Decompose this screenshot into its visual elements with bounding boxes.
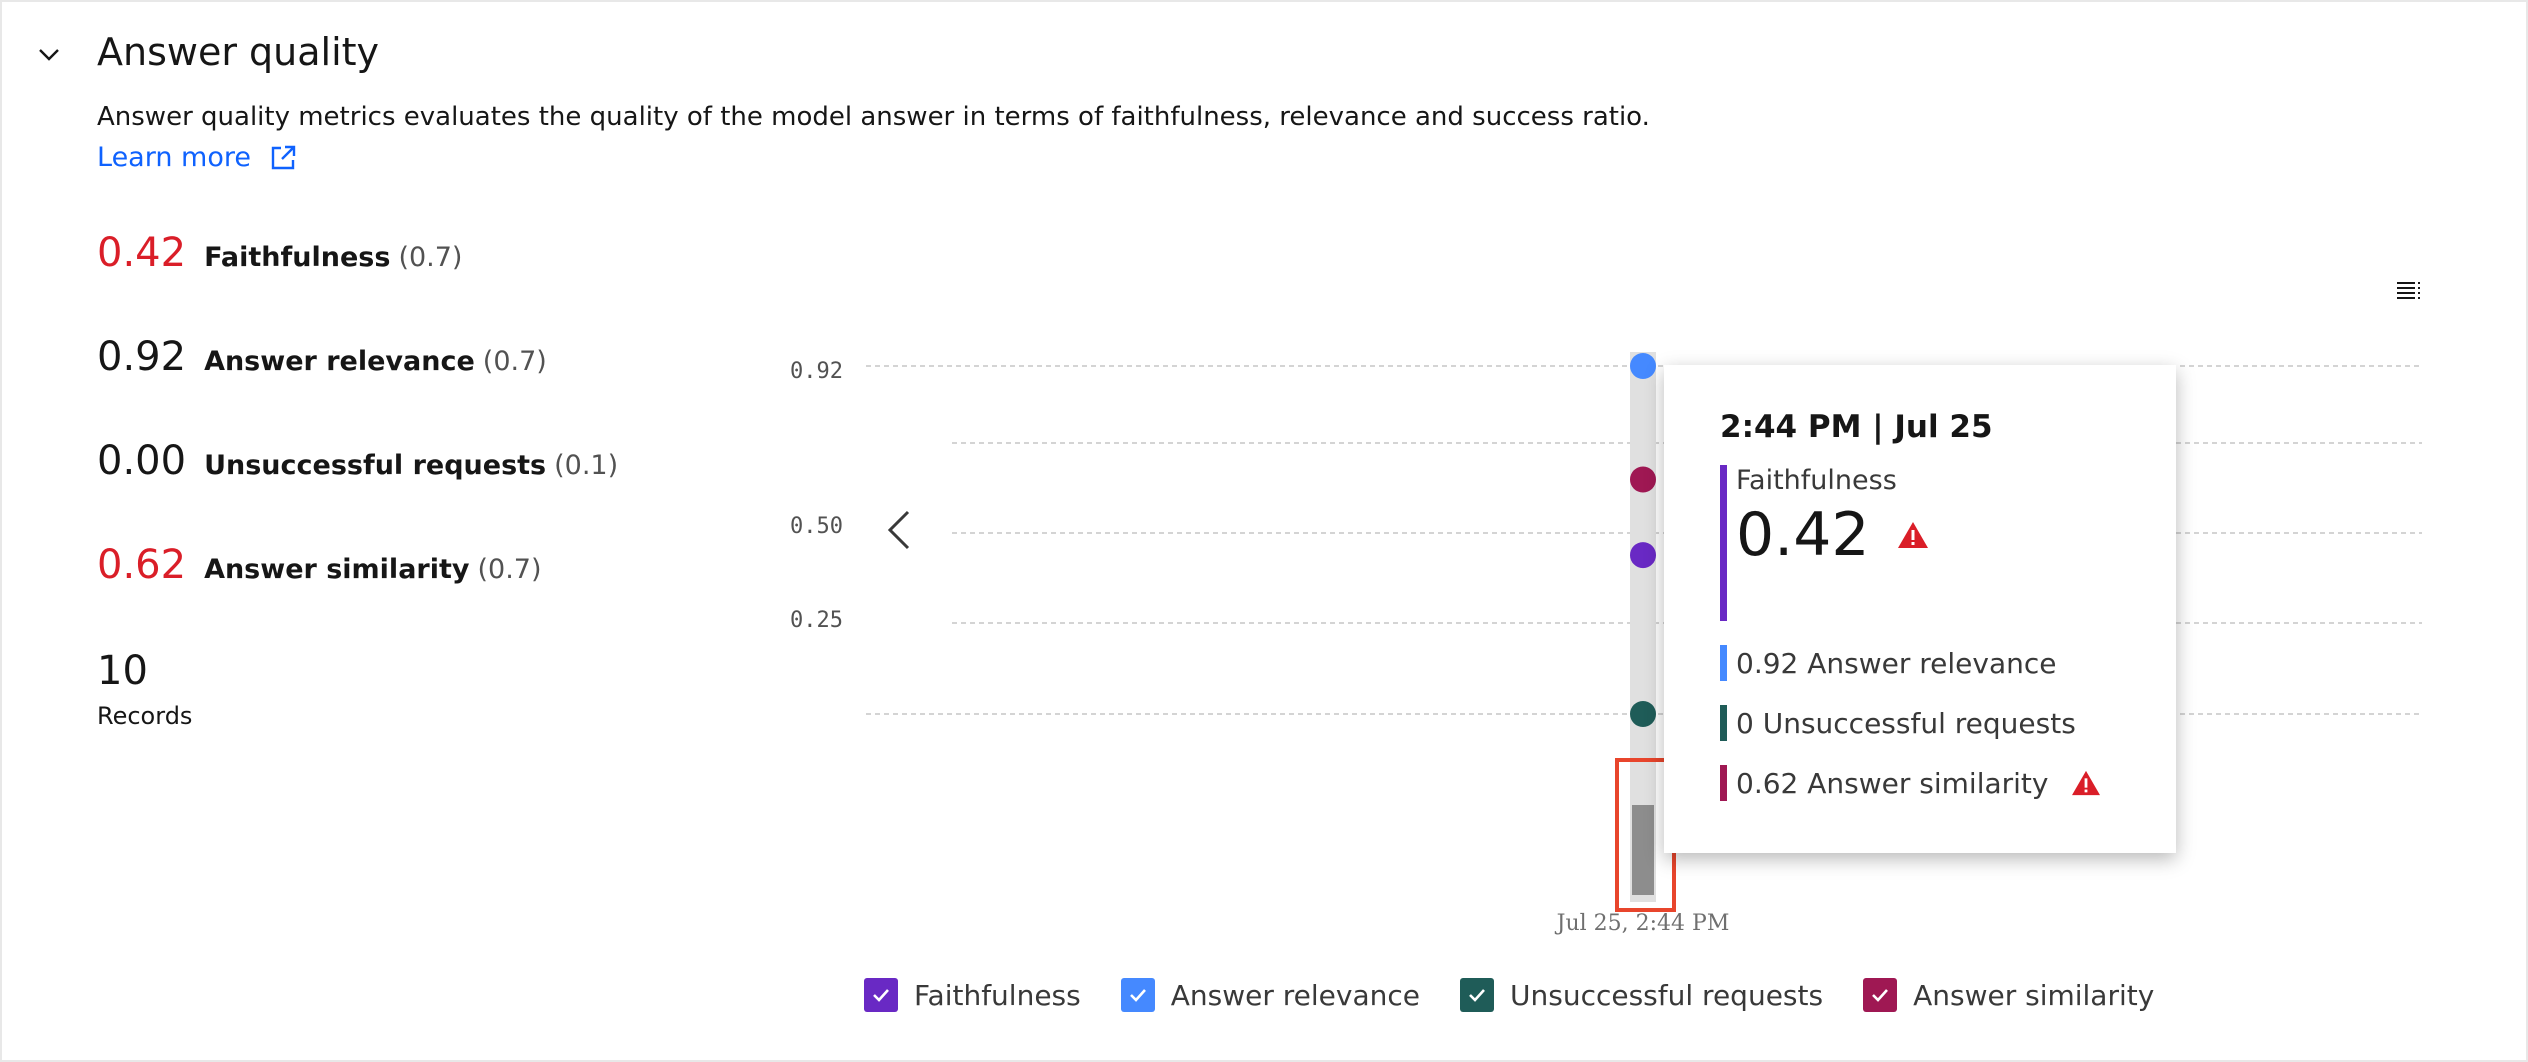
section-title: Answer quality [97,30,380,74]
data-point-faithfulness[interactable] [1630,542,1656,569]
metric-answer-relevance: 0.92 Answer relevance (0.7) [97,334,547,380]
warning-triangle-icon [2072,770,2101,796]
checkbox-checked-icon[interactable] [1120,978,1155,1012]
metric-label: Answer relevance [204,346,475,377]
warning-triangle-icon [1897,522,1928,548]
metric-threshold: (0.7) [477,554,542,585]
tooltip-row-text: 0.62 Answer similarity [1736,766,2049,800]
metric-value: 0.92 [97,334,187,380]
legend-item-unsuccessful-requests[interactable]: Unsuccessful requests [1460,978,1823,1012]
metric-threshold: (0.1) [554,450,619,481]
y-tick-label: 0.92 [790,359,843,384]
y-tick-label: 0.25 [790,608,843,633]
tooltip-row-text: 0 Unsuccessful requests [1736,706,2076,740]
chart-legend: Faithfulness Answer relevance Unsuccessf… [864,978,2194,1012]
tooltip-row-answer-relevance: 0.92 Answer relevance [1720,645,2057,681]
record-bar[interactable] [1632,805,1654,895]
learn-more-link[interactable]: Learn more [97,142,297,173]
legend-label: Answer relevance [1170,978,1420,1012]
metric-value: 0.00 [97,438,187,484]
records-label: Records [97,702,193,730]
metric-label: Answer similarity [204,554,470,585]
checkbox-checked-icon[interactable] [864,978,898,1012]
tooltip-time: 2:44 PM | Jul 25 [1720,409,1993,445]
chevron-left-icon[interactable] [887,510,910,550]
tooltip-main-value-row: 0.42 [1736,500,1930,570]
x-tick-label: Jul 25, 2:44 PM [1555,911,1730,936]
data-point-answer-similarity[interactable] [1630,466,1656,493]
data-point-unsuccessful-requests[interactable] [1630,701,1656,727]
legend-label: Faithfulness [914,978,1081,1012]
legend-item-answer-similarity[interactable]: Answer similarity [1863,978,2154,1012]
metric-answer-similarity: 0.62 Answer similarity (0.7) [97,542,542,588]
metric-value: 0.42 [97,230,187,276]
list-menu-icon[interactable] [2394,276,2424,306]
chevron-down-icon[interactable] [34,40,64,70]
legend-label: Answer similarity [1913,978,2155,1012]
metric-threshold: (0.7) [482,346,547,377]
metric-unsuccessful-requests: 0.00 Unsuccessful requests (0.1) [97,438,618,484]
y-tick-label: 0.50 [790,514,843,539]
tooltip-main-value: 0.42 [1736,500,1870,570]
metric-label: Unsuccessful requests [204,450,547,481]
tooltip-row-answer-similarity: 0.62 Answer similarity [1720,765,2102,801]
metric-faithfulness: 0.42 Faithfulness (0.7) [97,230,462,276]
metric-label: Faithfulness [204,242,391,273]
tooltip-row-text: 0.92 Answer relevance [1736,646,2057,680]
section-description: Answer quality metrics evaluates the qua… [97,102,1650,132]
data-points [1630,353,1656,727]
records-count: 10 [97,648,148,694]
legend-item-answer-relevance[interactable]: Answer relevance [1120,978,1420,1012]
checkbox-checked-icon[interactable] [1863,978,1898,1012]
chart-tooltip: 2:44 PM | Jul 25 Faithfulness 0.42 0.92 … [1664,365,2176,853]
metric-threshold: (0.7) [398,242,463,273]
legend-label: Unsuccessful requests [1510,978,1824,1012]
external-link-icon [271,145,296,169]
checkbox-checked-icon[interactable] [1460,978,1494,1012]
data-point-answer-relevance[interactable] [1630,353,1656,379]
metric-value: 0.62 [97,542,187,588]
tooltip-main-label: Faithfulness [1736,465,1897,496]
tooltip-row-unsuccessful-requests: 0 Unsuccessful requests [1720,705,2076,741]
learn-more-label: Learn more [97,142,251,173]
legend-item-faithfulness[interactable]: Faithfulness [864,978,1081,1012]
tooltip-main-metric: Faithfulness 0.42 [1720,465,1930,621]
